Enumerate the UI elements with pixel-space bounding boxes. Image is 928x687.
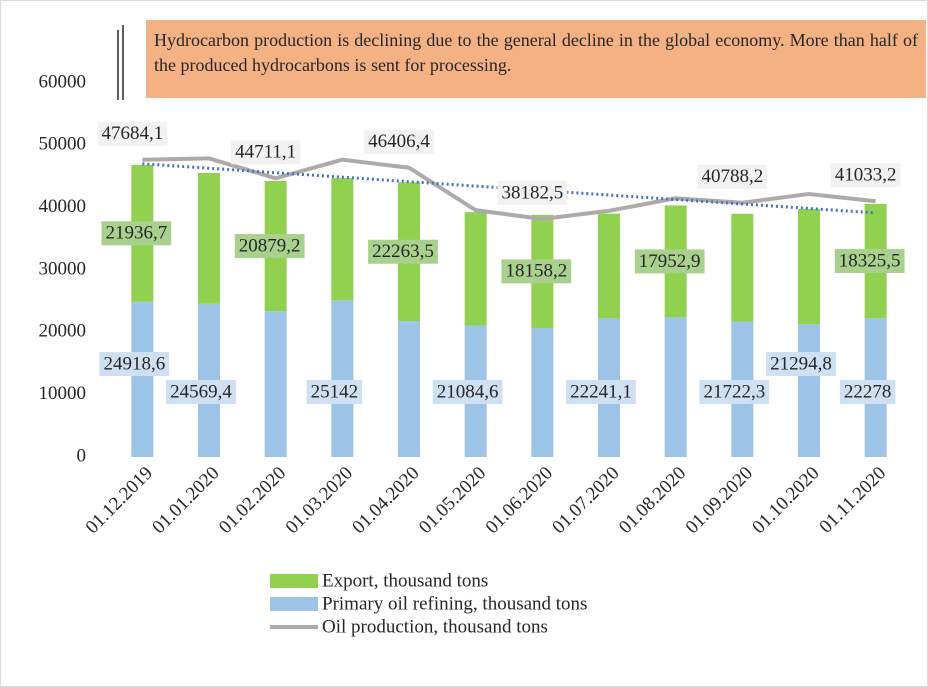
data-label-bg <box>101 221 172 246</box>
bar <box>264 311 287 457</box>
data-label: 21294,8 <box>770 353 832 374</box>
x-tick-label: 01.10.2020 <box>748 463 823 538</box>
data-label: 18325,5 <box>839 250 901 271</box>
x-tick-label: 01.08.2020 <box>615 463 690 538</box>
x-tick-label: 01.03.2020 <box>282 463 357 538</box>
annotation: Hydrocarbon production is declining due … <box>146 20 926 98</box>
data-label: 20879,2 <box>239 235 301 256</box>
bar <box>798 208 820 325</box>
legend-label: Oil production, thousand tons <box>322 616 548 637</box>
data-label: 24918,6 <box>103 353 165 374</box>
bar <box>664 317 687 457</box>
x-tick-label: 01.05.2020 <box>415 463 490 538</box>
x-tick-label: 01.02.2020 <box>215 463 290 538</box>
data-label-bg <box>766 352 836 376</box>
legend-swatch <box>270 597 318 611</box>
data-label-bg <box>834 249 905 274</box>
data-label-bg <box>231 140 301 165</box>
bar <box>331 300 354 457</box>
data-label-bg <box>697 164 768 189</box>
data-label-bg <box>306 380 363 404</box>
x-tick-label: 01.12.2019 <box>82 463 157 538</box>
data-label: 25142 <box>311 381 359 402</box>
y-tick-label: 20000 <box>39 321 87 342</box>
bar <box>798 324 820 457</box>
x-tick-label: 01.07.2020 <box>548 463 623 538</box>
data-label-bg <box>166 380 236 404</box>
line <box>142 156 876 222</box>
data-label-bg <box>830 163 901 188</box>
data-label-bg <box>432 380 503 404</box>
bar <box>731 213 754 322</box>
bar <box>131 301 154 457</box>
data-label: 18158,2 <box>505 261 567 282</box>
data-label-bg <box>497 180 568 205</box>
data-label: 22241,1 <box>570 381 632 402</box>
bar <box>198 172 220 304</box>
data-label-bg <box>634 249 705 274</box>
data-label-bg <box>699 380 770 404</box>
legend-label: Primary oil refining, thousand tons <box>322 593 587 614</box>
y-tick-label: 10000 <box>39 383 87 404</box>
bar <box>331 178 354 301</box>
y-tick-label: 40000 <box>39 196 87 217</box>
y-tick-label: 60000 <box>39 71 87 92</box>
data-label: 47684,1 <box>101 123 163 144</box>
data-label-bg <box>566 380 636 404</box>
x-tick-label: 01.01.2020 <box>148 463 223 538</box>
data-label-bg <box>501 259 572 284</box>
x-tick-label: 01.11.2020 <box>815 463 890 538</box>
bar <box>464 212 487 326</box>
data-label: 21936,7 <box>105 223 167 244</box>
y-tick-label: 50000 <box>39 134 87 155</box>
x-tick-label: 01.09.2020 <box>682 463 757 538</box>
data-label: 21084,6 <box>437 381 499 402</box>
bar <box>531 327 554 457</box>
data-label: 46406,4 <box>368 131 430 152</box>
data-label: 24569,4 <box>170 381 232 402</box>
x-tick-label: 01.04.2020 <box>348 463 423 538</box>
data-label-bg <box>99 352 170 376</box>
data-label: 44711,1 <box>235 142 296 163</box>
data-label: 22278 <box>844 381 892 402</box>
bar <box>398 321 420 457</box>
data-label: 41033,2 <box>835 165 897 186</box>
data-label: 40788,2 <box>701 166 763 187</box>
data-label-bg <box>234 234 305 259</box>
y-tick-label: 30000 <box>39 258 87 279</box>
data-label: 38182,5 <box>501 182 563 203</box>
data-label-bg <box>368 239 438 264</box>
data-label: 17952,9 <box>639 251 701 272</box>
legend-swatch <box>270 574 318 588</box>
data-label: 21722,3 <box>703 381 765 402</box>
x-tick-label: 01.06.2020 <box>482 463 557 538</box>
data-label-bg <box>364 129 434 154</box>
y-tick-label: 0 <box>77 445 87 466</box>
legend-label: Export, thousand tons <box>322 570 488 591</box>
data-label-bg <box>839 380 896 404</box>
data-label-bg <box>97 121 168 146</box>
data-label: 22263,5 <box>372 241 434 262</box>
bar <box>598 213 620 319</box>
